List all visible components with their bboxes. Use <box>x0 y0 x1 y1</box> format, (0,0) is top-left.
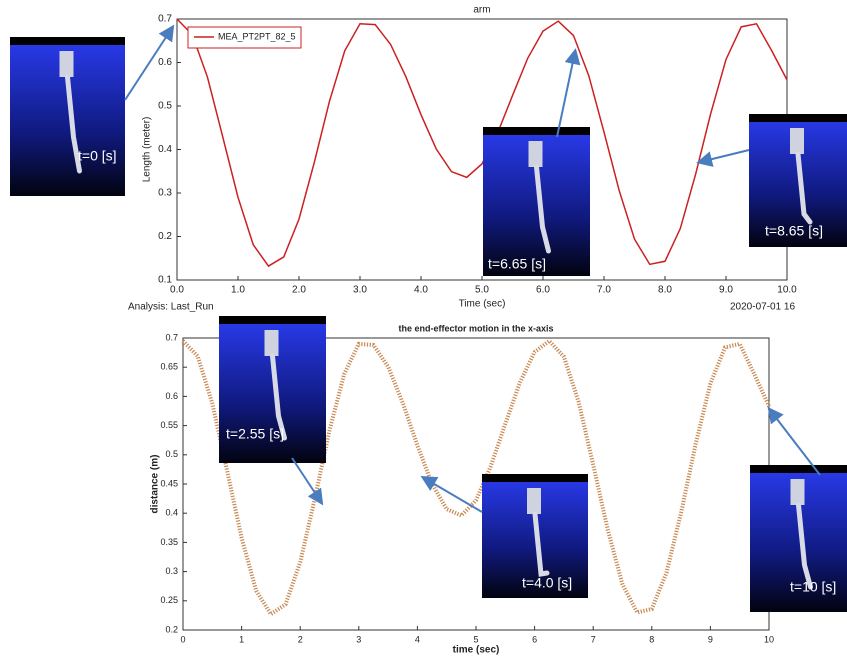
y-axis-label: Length (meter) <box>142 117 153 183</box>
y-tick-label: 0.4 <box>165 508 178 518</box>
chart-title: the end-effector motion in the x-axis <box>398 323 553 333</box>
x-tick-label: 4 <box>415 634 420 644</box>
x-tick-label: 4.0 <box>414 285 428 296</box>
x-tick-label: 3.0 <box>353 285 367 296</box>
inset-top-bar <box>749 114 847 122</box>
footer-left: Analysis: Last_Run <box>128 302 214 313</box>
y-tick-label: 0.4 <box>158 144 172 155</box>
x-tick-label: 7.0 <box>597 285 611 296</box>
robot-base <box>265 330 279 356</box>
y-tick-label: 0.1 <box>158 275 172 286</box>
figure: arm Time (sec) Length (meter) 0.0 1.0 2.0 3.0 4… <box>0 0 847 658</box>
y-tick-label: 0.2 <box>158 231 172 242</box>
inset-top-bar <box>750 465 847 473</box>
robot-base <box>529 141 543 167</box>
y-tick-label: 0.65 <box>160 362 178 372</box>
x-tick-label: 0 <box>180 634 185 644</box>
arrow <box>292 458 321 502</box>
y-tick-label: 0.7 <box>158 14 172 25</box>
y-tick-label: 0.7 <box>165 332 178 342</box>
inset-label: t=4.0 [s] <box>522 575 572 591</box>
arrow <box>424 478 482 512</box>
x-tick-label: 7 <box>591 634 596 644</box>
inset-label: t=0 [s] <box>78 148 117 164</box>
x-axis-label: time (sec) <box>453 645 500 656</box>
x-tick-label: 0.0 <box>170 285 184 296</box>
plot-frame <box>177 19 787 280</box>
x-tick-label: 1.0 <box>231 285 245 296</box>
inset-top-bar <box>219 316 326 324</box>
y-axis-label: distance (m) <box>150 455 161 514</box>
inset-top-bar <box>483 127 590 135</box>
x-tick-label: 3 <box>356 634 361 644</box>
data-line <box>177 19 787 266</box>
x-tick-label: 9 <box>708 634 713 644</box>
robot-inset: t=2.55 [s] <box>219 316 326 463</box>
y-tick-label: 0.25 <box>160 595 178 605</box>
inset-label: t=8.65 [s] <box>765 223 823 239</box>
y-tick-label: 0.5 <box>158 101 172 112</box>
robot-base <box>60 51 74 77</box>
robot-inset: t=0 [s] <box>10 37 125 196</box>
x-tick-label: 2.0 <box>292 285 306 296</box>
x-tick-label: 1 <box>239 634 244 644</box>
robot-base <box>791 479 805 505</box>
robot-inset: t=6.65 [s] <box>483 127 590 276</box>
y-tick-label: 0.3 <box>165 566 178 576</box>
x-axis-label: Time (sec) <box>459 299 506 310</box>
chart-title: arm <box>473 5 490 16</box>
x-tick-label: 8 <box>649 634 654 644</box>
robot-inset: t=4.0 [s] <box>482 474 588 598</box>
robot-inset: t=8.65 [s] <box>749 114 847 247</box>
robot-base <box>527 488 541 514</box>
y-tick-label: 0.55 <box>160 420 178 430</box>
robot-base <box>790 128 804 154</box>
x-tick-label: 2 <box>298 634 303 644</box>
y-tick-label: 0.35 <box>160 537 178 547</box>
inset-label: t=2.55 [s] <box>226 426 284 442</box>
x-tick-label: 6 <box>532 634 537 644</box>
x-tick-label: 8.0 <box>658 285 672 296</box>
y-tick-label: 0.2 <box>165 624 178 634</box>
footer-right: 2020-07-01 16 <box>730 302 795 313</box>
inset-label: t=10 [s] <box>790 579 836 595</box>
y-tick-label: 0.3 <box>158 188 172 199</box>
x-tick-label: 5.0 <box>475 285 489 296</box>
x-tick-label: 10.0 <box>777 285 797 296</box>
inset-label: t=6.65 [s] <box>488 256 546 272</box>
inset-top-bar <box>10 37 125 45</box>
robot-inset: t=10 [s] <box>750 465 847 612</box>
y-tick-label: 0.6 <box>158 57 172 68</box>
x-tick-label: 6.0 <box>536 285 550 296</box>
legend-label: MEA_PT2PT_82_5 <box>218 31 296 41</box>
arrow <box>700 150 749 162</box>
y-tick-label: 0.5 <box>165 449 178 459</box>
y-tick-label: 0.45 <box>160 478 178 488</box>
inset-top-bar <box>482 474 588 482</box>
arrow <box>557 52 575 137</box>
x-tick-label: 10 <box>764 634 774 644</box>
y-tick-label: 0.6 <box>165 391 178 401</box>
x-tick-label: 5 <box>473 634 478 644</box>
x-tick-label: 9.0 <box>719 285 733 296</box>
